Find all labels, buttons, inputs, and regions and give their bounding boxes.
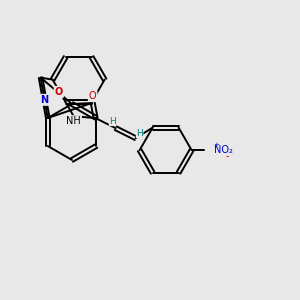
Text: -: - [226, 151, 229, 161]
Text: N: N [40, 95, 49, 105]
Text: +: + [214, 142, 220, 148]
Text: NO₂: NO₂ [214, 145, 232, 155]
Text: H: H [109, 117, 116, 126]
Text: NH: NH [66, 116, 81, 126]
Text: O: O [55, 87, 63, 97]
Text: H: H [136, 129, 143, 138]
Text: O: O [89, 91, 96, 101]
